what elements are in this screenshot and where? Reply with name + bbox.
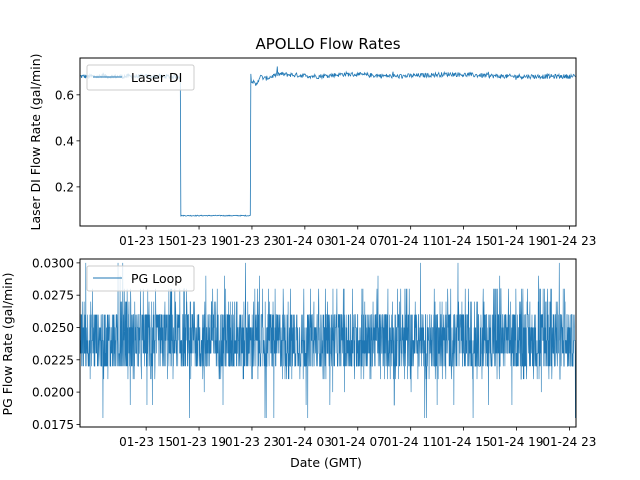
laser-di-y-ticks: 0.2 0.4 0.6 xyxy=(55,88,80,194)
x-axis-label: Date (GMT) xyxy=(290,455,362,470)
laser-di-x-tick-label: 01-24 15 xyxy=(437,234,491,248)
laser-di-x-tick-label: 01-24 11 xyxy=(384,234,438,248)
laser-di-y-axis-label: Laser DI Flow Rate (gal/min) xyxy=(28,54,43,231)
laser-di-legend-box xyxy=(86,64,195,91)
pg-loop-x-tick-label: 01-24 19 xyxy=(490,435,544,449)
laser-di-x-tick-label: 01-24 07 xyxy=(331,234,385,248)
pg-loop-y-tick-label: 0.0250 xyxy=(32,321,74,335)
pg-loop-x-tick-label: 01-24 23 xyxy=(542,435,596,449)
pg-loop-line xyxy=(79,262,577,418)
pg-loop-legend-label: PG Loop xyxy=(131,271,182,286)
laser-di-y-tick-label: 0.4 xyxy=(55,134,74,148)
pg-loop-x-tick-label: 01-24 07 xyxy=(331,435,385,449)
pg-loop-y-axis-label: PG Flow Rate (gal/min) xyxy=(0,273,15,416)
pg-loop-y-tick-label: 0.0200 xyxy=(32,386,74,400)
laser-di-legend: Laser DI xyxy=(86,64,195,91)
laser-di-x-tick-label: 01-23 19 xyxy=(172,234,226,248)
pg-loop-legend: PG Loop xyxy=(86,265,195,292)
pg-loop-x-tick-label: 01-23 23 xyxy=(225,435,279,449)
pg-loop-x-tick-label: 01-23 19 xyxy=(172,435,226,449)
pg-loop-x-tick-label: 01-24 15 xyxy=(437,435,491,449)
laser-di-y-tick-label: 0.6 xyxy=(55,88,74,102)
pg-loop-y-ticks: 0.0175 0.0200 0.0225 0.0250 0.0275 0.0300 xyxy=(32,256,80,432)
chart-title: APOLLO Flow Rates xyxy=(255,35,400,53)
laser-di-x-tick-label: 01-23 15 xyxy=(119,234,173,248)
pg-loop-x-tick-label: 01-24 11 xyxy=(384,435,438,449)
pg-loop-y-tick-label: 0.0175 xyxy=(32,418,74,432)
laser-di-x-tick-label: 01-24 19 xyxy=(490,234,544,248)
laser-di-axes-frame xyxy=(79,57,577,227)
laser-di-y-tick-label: 0.2 xyxy=(55,180,74,194)
pg-loop-series xyxy=(79,262,577,418)
pg-loop-x-tick-label: 01-23 15 xyxy=(119,435,173,449)
pg-loop-axes-frame xyxy=(79,258,577,428)
pg-loop-y-tick-label: 0.0300 xyxy=(32,256,74,270)
pg-loop-y-tick-label: 0.0275 xyxy=(32,289,74,303)
pg-loop-panel: 0.0175 0.0200 0.0225 0.0250 0.0275 0.0300 01-… xyxy=(0,256,596,470)
laser-di-x-tick-label: 01-23 23 xyxy=(225,234,279,248)
laser-di-x-tick-label: 01-24 23 xyxy=(542,234,596,248)
pg-loop-legend-box xyxy=(86,265,195,292)
pg-loop-y-tick-label: 0.0225 xyxy=(32,353,74,367)
pg-loop-x-tick-label: 01-24 03 xyxy=(278,435,332,449)
laser-di-legend-label: Laser DI xyxy=(131,70,182,85)
laser-di-x-tick-label: 01-24 03 xyxy=(278,234,332,248)
